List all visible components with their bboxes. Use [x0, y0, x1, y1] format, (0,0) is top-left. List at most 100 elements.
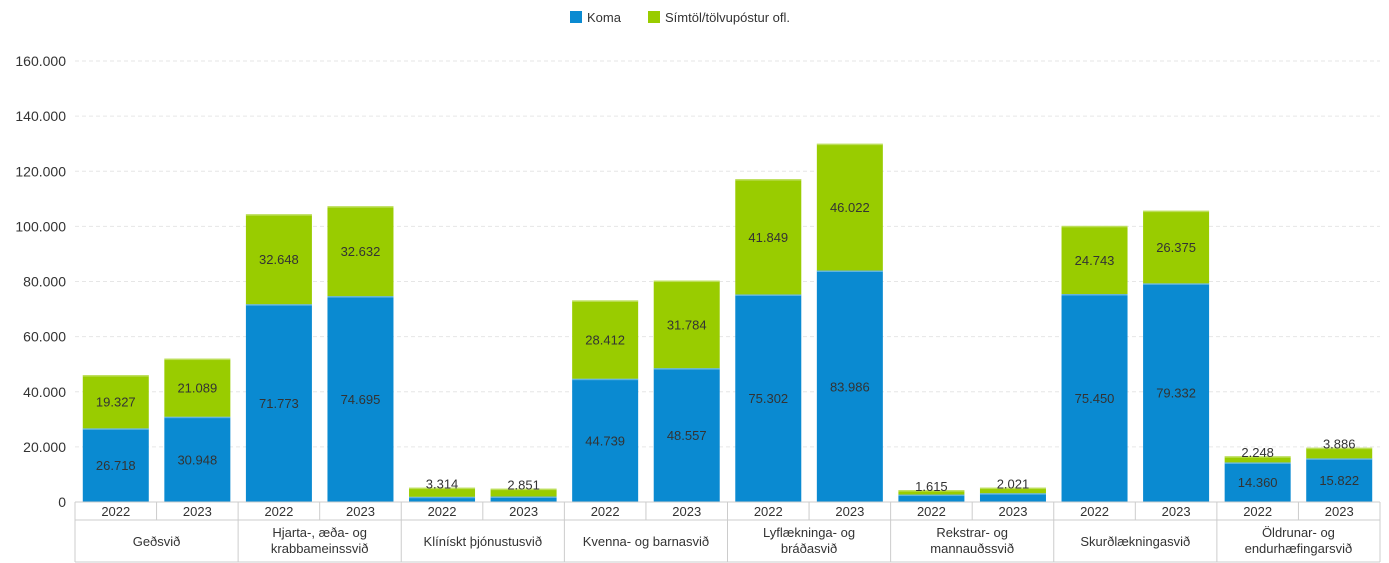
legend-swatch-0 [570, 11, 582, 23]
data-label: 26.718 [96, 458, 136, 473]
bar-edge [164, 358, 231, 361]
data-label: 41.849 [748, 230, 788, 245]
bar-koma [490, 496, 557, 502]
bar-simtol [735, 179, 802, 295]
bar-simtol [164, 358, 231, 417]
bar-simtol [1061, 225, 1128, 295]
bar-simtol [979, 487, 1046, 494]
bar-edge [327, 296, 394, 298]
year-label: 2022 [1243, 504, 1272, 519]
bar-koma [1224, 462, 1291, 502]
bar-edge [979, 493, 1046, 495]
bar-simtol [327, 206, 394, 297]
data-label: 31.784 [667, 317, 707, 332]
category-label: bráðasvið [781, 541, 837, 556]
bar-koma [735, 294, 802, 502]
data-label: 14.360 [1238, 475, 1278, 490]
bar-koma [572, 378, 639, 502]
bar-koma [1306, 458, 1373, 502]
category-label: Öldrunar- og [1262, 525, 1335, 540]
year-label: 2022 [428, 504, 457, 519]
bar-edge [1224, 462, 1291, 464]
data-label: 15.822 [1319, 473, 1359, 488]
year-label: 2023 [1162, 504, 1191, 519]
bar-edge [816, 270, 883, 273]
year-label: 2023 [672, 504, 701, 519]
y-axis: 0 20.000 40.000 60.000 80.000 100.000 120.000 1… [15, 53, 66, 510]
bar-edge [409, 487, 476, 490]
year-label: 2023 [183, 504, 212, 519]
bar-koma [1143, 283, 1210, 502]
year-label: 2023 [999, 504, 1028, 519]
year-label: 2023 [1325, 504, 1354, 519]
category-label: krabbameinssvið [271, 541, 369, 556]
bar-simtol [490, 488, 557, 497]
y-tick-label: 160.000 [15, 53, 66, 69]
bar-edge [898, 490, 965, 492]
year-label: 2023 [509, 504, 538, 519]
legend-label-1: Símtöl/tölvupóstur ofl. [665, 10, 790, 25]
bar-edge [1306, 458, 1373, 460]
y-tick-label: 100.000 [15, 218, 66, 234]
bar-edge [1224, 456, 1291, 458]
bar-koma [653, 368, 720, 502]
category-label: Kvenna- og barnasvið [583, 534, 709, 549]
bar-simtol [653, 280, 720, 369]
bar-edge [490, 496, 557, 498]
data-label: 48.557 [667, 428, 707, 443]
legend: Koma Símtöl/tölvupóstur ofl. [570, 10, 790, 25]
bars [82, 143, 1373, 502]
bar-koma [327, 296, 394, 502]
year-label: 2022 [101, 504, 130, 519]
bar-simtol [409, 487, 476, 497]
data-label: 28.412 [585, 333, 625, 348]
legend-label-0: Koma [587, 10, 622, 25]
bar-edge [164, 416, 231, 419]
category-label: Hjarta-, æða- og [272, 525, 367, 540]
bar-edge [572, 378, 639, 381]
category-label: endurhæfingarsvið [1245, 541, 1353, 556]
bar-edge [898, 494, 965, 497]
data-label: 26.375 [1156, 240, 1196, 255]
y-tick-label: 20.000 [23, 439, 66, 455]
year-label: 2022 [264, 504, 293, 519]
bar-koma [979, 493, 1046, 502]
y-tick-label: 60.000 [23, 329, 66, 345]
bar-koma [245, 304, 312, 502]
bar-edge [735, 294, 802, 296]
data-label: 1.615 [915, 479, 948, 494]
y-tick-label: 140.000 [15, 108, 66, 124]
bar-edge [82, 375, 149, 377]
data-label: 3.314 [426, 477, 459, 492]
bar-edge [572, 300, 639, 302]
category-label: Geðsvið [133, 534, 181, 549]
category-label: Lyflækninga- og [763, 525, 855, 540]
year-label: 2022 [1080, 504, 1109, 519]
y-tick-label: 120.000 [15, 163, 66, 179]
bar-edge [409, 496, 476, 499]
category-label: mannauðssvið [930, 541, 1014, 556]
bar-simtol [572, 300, 639, 379]
bar-edge [653, 280, 720, 283]
bar-koma [1061, 294, 1128, 502]
bar-simtol [898, 490, 965, 495]
bar-edge [245, 304, 312, 306]
year-label: 2022 [754, 504, 783, 519]
bar-edge [735, 179, 802, 181]
bar-simtol [1224, 456, 1291, 463]
data-label: 71.773 [259, 396, 299, 411]
bar-koma [816, 270, 883, 502]
bar-edge [816, 143, 883, 146]
bar-koma [164, 416, 231, 502]
year-label: 2023 [835, 504, 864, 519]
bar-koma [82, 428, 149, 502]
data-label: 75.302 [748, 391, 788, 406]
category-label: Klínískt þjónustusvið [424, 534, 543, 549]
bar-koma [898, 494, 965, 502]
year-label: 2022 [591, 504, 620, 519]
bar-edge [1061, 225, 1128, 228]
bar-simtol [245, 214, 312, 305]
y-tick-label: 40.000 [23, 384, 66, 400]
